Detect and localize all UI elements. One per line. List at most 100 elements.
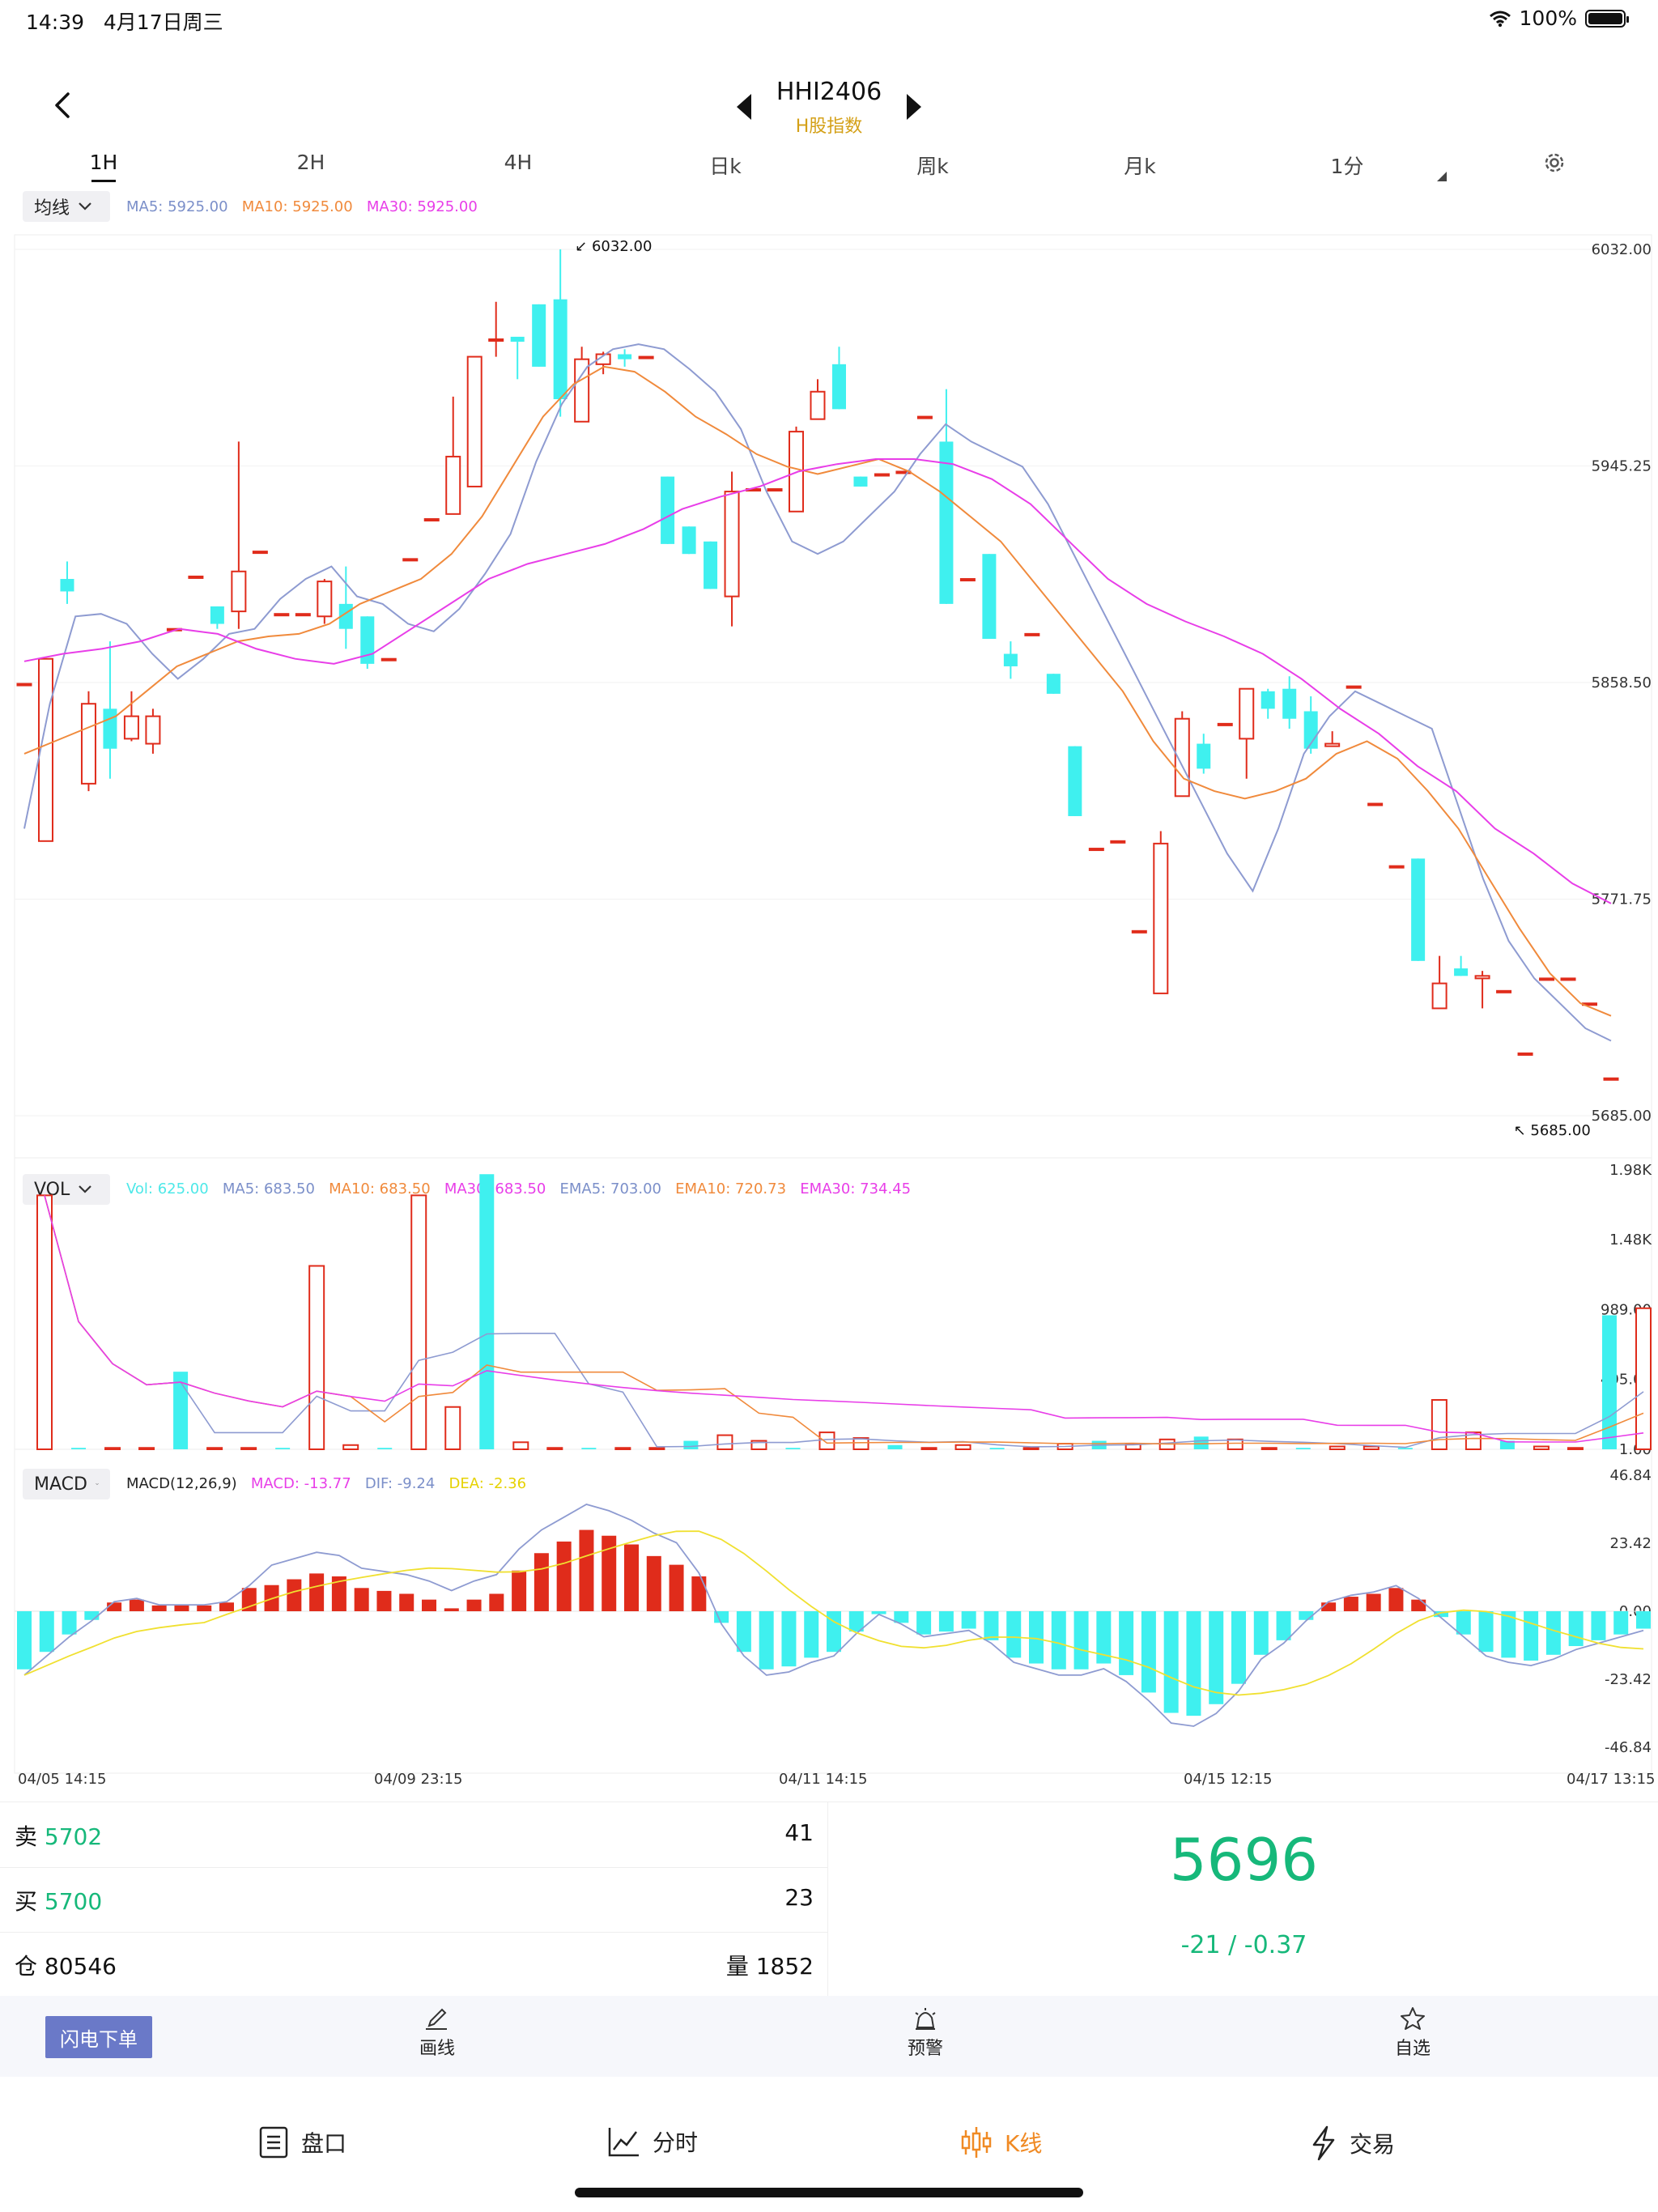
vol-ma30-line bbox=[44, 1195, 1644, 1443]
candle-body bbox=[1003, 653, 1018, 666]
period-tab-underline bbox=[91, 180, 116, 182]
macd-bar bbox=[1568, 1611, 1584, 1647]
candle-body bbox=[252, 551, 268, 555]
candle-body bbox=[103, 708, 117, 749]
macd-bar bbox=[129, 1599, 144, 1611]
period-tab-month[interactable]: 月k bbox=[1124, 155, 1156, 178]
macd-bar bbox=[1456, 1611, 1471, 1635]
period-tab-1h[interactable]: 1H bbox=[89, 151, 118, 174]
macd-selector[interactable]: MACD bbox=[23, 1469, 110, 1499]
watchlist-button[interactable]: 自选 bbox=[1356, 2006, 1469, 2060]
candle-body bbox=[638, 355, 654, 359]
lightning-icon bbox=[1312, 2125, 1335, 2161]
volume-bar bbox=[240, 1447, 257, 1450]
volume-bar bbox=[1601, 1315, 1617, 1449]
x-tick-4: 04/17 13:15 bbox=[1567, 1771, 1656, 1788]
candle-body bbox=[1560, 977, 1576, 981]
tab-order-book[interactable]: 盘口 bbox=[257, 2125, 346, 2159]
x-tick-2: 04/11 14:15 bbox=[779, 1771, 868, 1788]
volume-bar bbox=[1295, 1448, 1311, 1449]
macd-bar bbox=[669, 1564, 684, 1611]
macd-bar bbox=[376, 1590, 392, 1611]
period-tab-1min[interactable]: 1分 bbox=[1330, 155, 1364, 178]
candle-body bbox=[595, 353, 611, 365]
tab-trade[interactable]: 交易 bbox=[1309, 2125, 1395, 2161]
macd-bar bbox=[1524, 1611, 1539, 1661]
flash-order-button[interactable]: 闪电下单 bbox=[45, 2016, 152, 2058]
home-indicator bbox=[575, 2188, 1083, 2197]
volume-bar bbox=[785, 1448, 801, 1449]
period-tab-2h[interactable]: 2H bbox=[296, 151, 325, 174]
ma-selector[interactable]: 均线 bbox=[23, 191, 110, 222]
macd-bar bbox=[691, 1576, 707, 1611]
status-right: 100% bbox=[1489, 6, 1629, 30]
candle-body bbox=[445, 455, 461, 515]
sell-row: 卖 5702 bbox=[15, 1823, 103, 1850]
sell-price: 5702 bbox=[44, 1823, 103, 1850]
macd-bar bbox=[1411, 1599, 1426, 1611]
candle-body bbox=[874, 473, 890, 477]
macd-bar bbox=[1501, 1611, 1516, 1658]
macd-bar bbox=[759, 1611, 774, 1670]
volume-bar bbox=[1193, 1436, 1209, 1449]
candle-body bbox=[1131, 929, 1147, 934]
vol-ma5-line bbox=[44, 1195, 1644, 1448]
candle-body bbox=[1517, 1052, 1533, 1056]
tab-timeshare[interactable]: 分时 bbox=[607, 2125, 698, 2158]
kline-chart[interactable]: 6032.00 5945.25 5858.50 5771.75 5685.00 ↙ 603… bbox=[0, 0, 1658, 1830]
next-contract-icon[interactable] bbox=[907, 94, 921, 120]
volume-bar bbox=[275, 1448, 291, 1449]
macd-bar bbox=[1186, 1611, 1201, 1716]
candle-body bbox=[1496, 989, 1512, 993]
macd-bar bbox=[848, 1611, 864, 1632]
star-icon bbox=[1401, 2007, 1425, 2030]
candle-body bbox=[1110, 840, 1126, 844]
dea-line bbox=[23, 1530, 1644, 1696]
candle-body bbox=[210, 606, 224, 624]
action-toolbar bbox=[0, 1996, 1658, 2077]
macd-bar bbox=[827, 1611, 841, 1653]
candle-body bbox=[402, 558, 419, 562]
macd-bar bbox=[1591, 1611, 1606, 1640]
max-price-label: ↙ 6032.00 bbox=[575, 238, 652, 255]
tab-kline[interactable]: K线 bbox=[959, 2125, 1042, 2159]
candle-body bbox=[704, 541, 718, 589]
alert-button[interactable]: 预警 bbox=[869, 2006, 982, 2060]
volume-bar bbox=[989, 1448, 1005, 1449]
macd-bar bbox=[579, 1529, 594, 1611]
candle-body bbox=[80, 703, 96, 785]
legend-vol-ma30: MA30: 683.50 bbox=[444, 1180, 546, 1197]
legend-macd-params: MACD(12,26,9) bbox=[126, 1475, 237, 1492]
gear-icon[interactable] bbox=[1542, 151, 1567, 175]
volume-bar bbox=[954, 1444, 971, 1450]
price-y-tick: 5685.00 bbox=[1592, 1108, 1652, 1125]
prev-contract-icon[interactable] bbox=[737, 94, 751, 120]
macd-bar bbox=[1388, 1588, 1404, 1611]
candle-body bbox=[916, 415, 933, 419]
macd-bar bbox=[489, 1593, 504, 1611]
volume-bar bbox=[1226, 1438, 1244, 1450]
price-y-tick: 5771.75 bbox=[1592, 891, 1652, 908]
candle-body bbox=[1474, 975, 1490, 980]
volume-bar bbox=[479, 1174, 495, 1449]
battery-icon bbox=[1585, 9, 1629, 28]
period-tab-day[interactable]: 日k bbox=[709, 155, 742, 178]
volume-bar bbox=[1567, 1447, 1584, 1450]
legend-vol-ema5: EMA5: 703.00 bbox=[559, 1180, 661, 1197]
period-more-icon[interactable] bbox=[1437, 172, 1447, 181]
buy-row: 买 5700 bbox=[15, 1888, 103, 1915]
macd-bar bbox=[1096, 1611, 1112, 1664]
macd-bar bbox=[938, 1611, 954, 1632]
back-icon[interactable] bbox=[47, 89, 79, 121]
legend-vol-ma5: MA5: 683.50 bbox=[222, 1180, 315, 1197]
volume-bar bbox=[1363, 1445, 1380, 1450]
period-tab-week[interactable]: 周k bbox=[916, 155, 949, 178]
macd-bar bbox=[534, 1553, 549, 1611]
candle-body bbox=[1261, 691, 1275, 709]
macd-bar bbox=[1209, 1611, 1224, 1704]
candle-body bbox=[661, 476, 675, 544]
x-tick-3: 04/15 12:15 bbox=[1184, 1771, 1273, 1788]
period-tab-4h[interactable]: 4H bbox=[504, 151, 533, 174]
candle-body bbox=[317, 581, 333, 618]
draw-line-button[interactable]: 画线 bbox=[380, 2006, 494, 2060]
